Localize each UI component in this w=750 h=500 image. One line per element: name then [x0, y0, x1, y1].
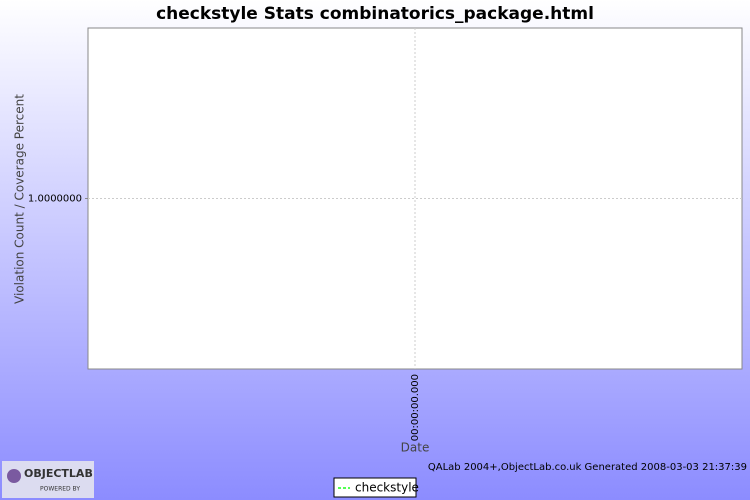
logo-icon [7, 469, 21, 483]
x-tick-label: 00:00:00.000 [410, 374, 421, 441]
logo-name: OBJECTLAB [24, 467, 93, 480]
logo-tagline: POWERED BY [40, 486, 80, 493]
legend: checkstyle [333, 477, 419, 498]
chart-title: checkstyle Stats combinatorics_package.h… [156, 4, 594, 24]
legend-box [333, 477, 417, 498]
footer: QALab 2004+,ObjectLab.co.uk Generated 20… [428, 462, 747, 473]
y-axis-label: Violation Count / Coverage Percent [13, 94, 27, 304]
x-axis-label: Date [401, 441, 430, 455]
logo: OBJECTLAB POWERED BY [2, 461, 94, 498]
legend-label: checkstyle [355, 481, 419, 495]
y-tick-label: 1.0000000 [28, 194, 82, 205]
